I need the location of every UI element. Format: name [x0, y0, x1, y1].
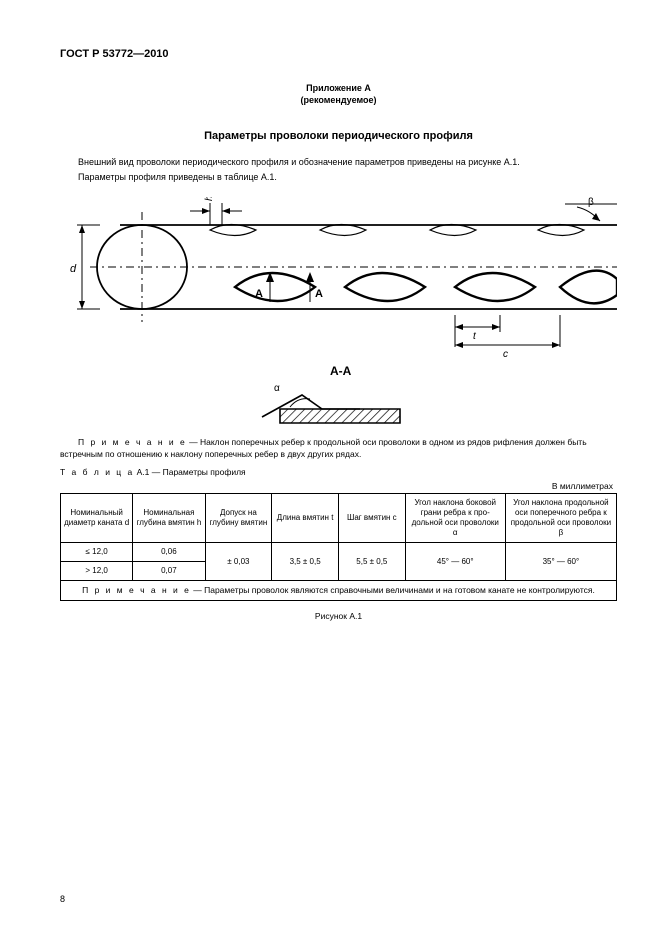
profile-diagram: d h A A β t c А-А α	[60, 197, 617, 427]
col-alpha: Угол наклона боковой грани ребра к про­д…	[405, 494, 505, 543]
table-units: В миллиметрах	[60, 481, 617, 491]
c-label: c	[503, 349, 508, 360]
table-caption-rest: А.1 — Параметры профиля	[134, 467, 245, 477]
appendix-block: Приложение А (рекомендуемое)	[60, 82, 617, 106]
page-number: 8	[60, 894, 65, 904]
table-caption: Т а б л и ц а А.1 — Параметры профиля	[60, 467, 617, 477]
intro-text-1: Внешний вид проволоки периодического про…	[60, 156, 617, 169]
cell-d-2: > 12,0	[61, 562, 133, 581]
intro-text-2: Параметры профиля приведены в таблице А.…	[60, 171, 617, 184]
h-label: h	[204, 197, 215, 201]
cell-h-2: 0,07	[133, 562, 205, 581]
A-label-left: A	[255, 288, 263, 300]
diagram-note: П р и м е ч а н и е — Наклон поперечных …	[60, 437, 617, 461]
cell-alpha: 45° — 60°	[405, 543, 505, 581]
t-label: t	[473, 331, 477, 342]
beta-label: β	[588, 197, 594, 208]
appendix-status: (рекомендуемое)	[60, 94, 617, 106]
cell-h-1: 0,06	[133, 543, 205, 562]
section-title: Параметры проволоки периодического профи…	[60, 130, 617, 142]
table-header-row: Номинальный диаметр каната d Номинальная…	[61, 494, 617, 543]
table-row: ≤ 12,0 0,06 ± 0,03 3,5 ± 0,5 5,5 ± 0,5 4…	[61, 543, 617, 562]
table-note-row: П р и м е ч а н и е — Параметры проволок…	[61, 581, 617, 601]
col-len: Длина вмятин t	[272, 494, 339, 543]
figure-caption: Рисунок А.1	[60, 611, 617, 621]
profile-table: Номинальный диаметр каната d Номинальная…	[60, 493, 617, 601]
col-h: Номинальная глубина вмятин h	[133, 494, 205, 543]
cell-step: 5,5 ± 0,5	[338, 543, 405, 581]
cell-tol: ± 0,03	[205, 543, 272, 581]
note-lead: П р и м е ч а н и е	[78, 437, 187, 447]
standard-header: ГОСТ Р 53772—2010	[60, 48, 617, 60]
d-label: d	[70, 263, 77, 275]
table-note-text: — Параметры проволок являются справочным…	[193, 585, 595, 595]
table-note-lead: П р и м е ч а н и е	[82, 585, 191, 595]
cell-d-1: ≤ 12,0	[61, 543, 133, 562]
table-caption-lead: Т а б л и ц а	[60, 467, 134, 477]
col-tol: Допуск на глубину вмятин	[205, 494, 272, 543]
col-step: Шаг вмятин с	[338, 494, 405, 543]
section-AA-label: А-А	[330, 364, 352, 378]
col-beta: Угол наклона продольной оси поперечного …	[505, 494, 616, 543]
appendix-label: Приложение А	[60, 82, 617, 94]
alpha-label: α	[274, 383, 280, 394]
cell-beta: 35° — 60°	[505, 543, 616, 581]
cell-len: 3,5 ± 0,5	[272, 543, 339, 581]
col-d: Номинальный диаметр каната d	[61, 494, 133, 543]
A-label-right: A	[315, 288, 323, 300]
